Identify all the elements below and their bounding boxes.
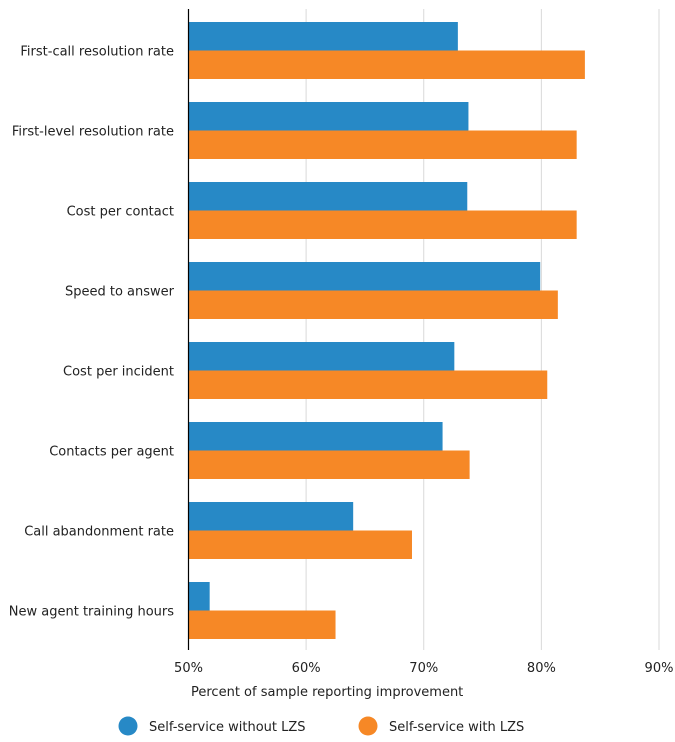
bar-with-lzs-0 [188, 50, 585, 79]
bar-without-lzs-1 [188, 102, 469, 131]
bar-without-lzs-7 [188, 582, 210, 611]
x-tick-labels: 50% 60% 70% 80% 90% [174, 661, 673, 676]
x-tick-label: 60% [292, 661, 321, 676]
bar-without-lzs-0 [188, 22, 458, 51]
bar-with-lzs-3 [188, 290, 558, 319]
bar-with-lzs-6 [188, 530, 412, 559]
category-label: First-call resolution rate [20, 45, 174, 60]
category-label: First-level resolution rate [12, 125, 174, 140]
x-tick-label: 50% [174, 661, 203, 676]
bar-with-lzs-7 [188, 610, 336, 639]
x-axis-title: Percent of sample reporting improvement [191, 685, 463, 700]
legend-label: Self-service without LZS [149, 720, 306, 735]
category-label: New agent training hours [9, 605, 174, 620]
bar-without-lzs-3 [188, 262, 541, 291]
category-label: Contacts per agent [49, 445, 174, 460]
legend: Self-service without LZS Self-service wit… [118, 716, 524, 736]
category-labels: First-call resolution rate First-level re… [9, 45, 175, 620]
bar-with-lzs-2 [188, 210, 577, 239]
x-tick-label: 80% [527, 661, 556, 676]
bars [188, 22, 585, 639]
bar-without-lzs-5 [188, 422, 443, 451]
bar-with-lzs-1 [188, 130, 577, 159]
category-label: Speed to answer [65, 285, 175, 300]
bar-without-lzs-2 [188, 182, 468, 211]
x-tick-label: 90% [645, 661, 674, 676]
category-label: Cost per contact [67, 205, 174, 220]
legend-swatch-with-lzs [358, 716, 378, 736]
bar-with-lzs-5 [188, 450, 470, 479]
category-label: Cost per incident [63, 365, 174, 380]
legend-label: Self-service with LZS [389, 720, 524, 735]
category-label: Call abandonment rate [24, 525, 174, 540]
bar-with-lzs-4 [188, 370, 548, 399]
x-tick-label: 70% [409, 661, 438, 676]
bar-without-lzs-4 [188, 342, 455, 371]
legend-swatch-without-lzs [118, 716, 138, 736]
bar-without-lzs-6 [188, 502, 354, 531]
